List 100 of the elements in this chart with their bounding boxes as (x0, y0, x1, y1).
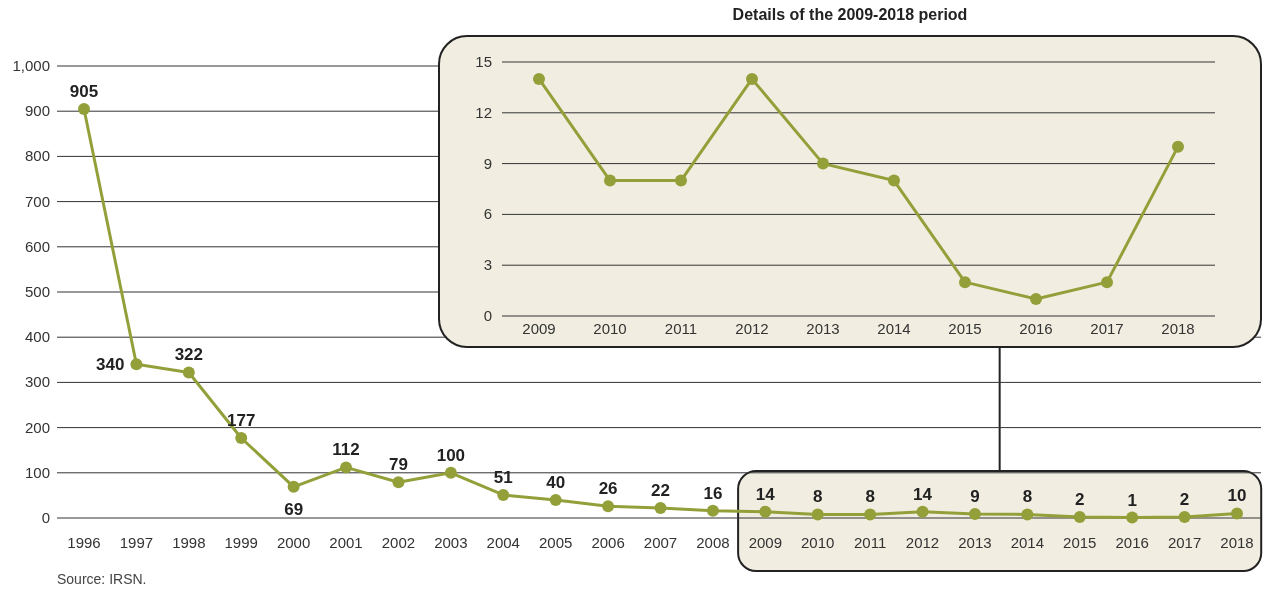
x-tick-label: 1996 (67, 534, 101, 551)
data-label: 340 (96, 355, 125, 375)
y-tick-label: 200 (24, 418, 50, 436)
point (533, 72, 545, 85)
point (392, 476, 405, 489)
x-tick-label: 2014 (877, 320, 911, 337)
x-tick-label: 2005 (538, 534, 573, 551)
data-label: 51 (493, 467, 513, 487)
y-tick-label: 0 (41, 509, 50, 526)
data-label: 14 (913, 484, 933, 504)
data-label: 322 (174, 345, 204, 365)
point (287, 480, 300, 493)
x-tick-label: 2011 (854, 534, 887, 551)
x-tick-label: 2009 (748, 534, 783, 551)
x-tick-label: 2013 (806, 320, 840, 337)
point (130, 358, 143, 371)
point (340, 461, 353, 474)
x-tick-label: 2017 (1167, 534, 1202, 551)
point (444, 466, 457, 479)
x-tick-label: 2010 (801, 534, 835, 551)
source-note: Source: IRSN. (57, 571, 147, 587)
y-tick-label: 100 (24, 463, 50, 481)
x-tick-label: 2013 (958, 534, 992, 551)
data-label: 10 (1227, 486, 1247, 506)
point (1178, 511, 1191, 524)
y-tick-label: 300 (24, 373, 50, 391)
data-label: 905 (69, 81, 99, 101)
x-tick-label: 1997 (119, 534, 154, 551)
point (497, 488, 510, 501)
x-tick-label: 2002 (381, 534, 416, 551)
x-tick-label: 2016 (1019, 320, 1053, 337)
data-label: 1 (1127, 490, 1137, 510)
data-label: 8 (812, 487, 823, 507)
data-label: 2 (1179, 490, 1190, 510)
data-label: 8 (865, 487, 875, 507)
y-tick-label: 800 (24, 147, 50, 165)
data-label: 40 (546, 472, 566, 492)
point (182, 366, 195, 379)
point (604, 174, 616, 187)
x-tick-label: 2009 (522, 320, 556, 337)
point (675, 174, 687, 187)
x-tick-label: 2014 (1010, 534, 1045, 551)
point (1126, 511, 1139, 524)
x-tick-label: 2015 (1063, 534, 1097, 551)
chart-title: Details of the 2009-2018 period (732, 6, 968, 23)
data-label: 16 (703, 483, 723, 503)
y-tick-label: 600 (24, 237, 50, 255)
x-tick-label: 2000 (276, 534, 311, 551)
data-label: 9 (970, 486, 980, 506)
x-tick-label: 2018 (1220, 534, 1254, 551)
data-label: 22 (651, 481, 670, 501)
point (811, 508, 824, 521)
x-tick-label: 2004 (486, 534, 520, 551)
x-tick-label: 2008 (696, 534, 730, 551)
x-tick-label: 2007 (643, 534, 678, 551)
x-tick-label: 2012 (905, 534, 940, 551)
data-label: 2 (1075, 490, 1085, 510)
y-tick-label: 700 (24, 192, 50, 210)
x-tick-label: 2016 (1115, 534, 1149, 551)
y-tick-label: 1,000 (12, 57, 50, 74)
point (1172, 140, 1184, 153)
x-tick-label: 2012 (735, 320, 769, 337)
y-tick-label: 12 (475, 103, 492, 121)
x-tick-label: 2006 (591, 534, 625, 551)
y-tick-label: 900 (24, 102, 50, 120)
data-label: 112 (332, 440, 360, 460)
y-tick-label: 0 (483, 307, 492, 324)
data-label: 14 (755, 484, 776, 504)
point (706, 504, 719, 517)
point (1231, 507, 1243, 520)
y-tick-label: 6 (483, 205, 492, 223)
point (602, 500, 615, 513)
point (1073, 511, 1086, 524)
data-label: 69 (284, 499, 304, 519)
point (759, 505, 772, 518)
y-tick-label: 15 (475, 53, 492, 70)
point (235, 432, 248, 444)
x-tick-label: 1998 (172, 534, 206, 551)
x-tick-label: 2003 (434, 534, 468, 551)
x-tick-label: 2011 (664, 320, 698, 337)
x-tick-label: 2001 (329, 534, 363, 551)
point (1101, 276, 1113, 289)
data-label: 177 (227, 411, 256, 430)
point (864, 508, 877, 521)
x-tick-label: 2017 (1090, 320, 1124, 337)
point (549, 493, 562, 506)
x-tick-label: 1999 (224, 534, 258, 551)
point (968, 507, 981, 520)
data-label: 79 (388, 455, 408, 475)
data-label: 26 (598, 479, 618, 499)
x-tick-label: 2015 (948, 320, 982, 337)
y-tick-label: 400 (24, 328, 50, 346)
point (959, 276, 971, 289)
point (1030, 293, 1042, 306)
y-tick-label: 500 (24, 283, 50, 300)
point (817, 157, 829, 170)
point (1021, 508, 1034, 521)
y-tick-label: 9 (483, 154, 492, 172)
point (746, 72, 758, 85)
x-tick-label: 2010 (593, 320, 627, 337)
